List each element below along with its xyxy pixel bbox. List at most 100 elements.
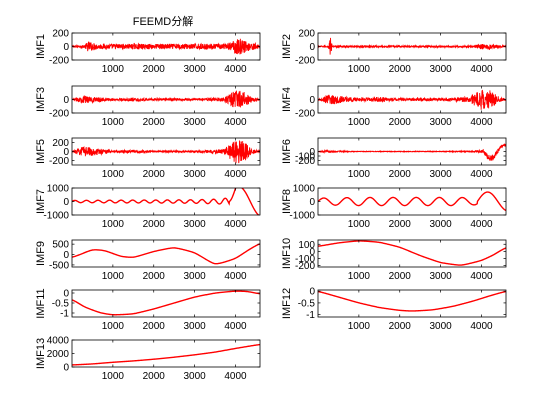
x-tick-label: 1000: [348, 64, 371, 75]
y-axis-label: IMF13: [35, 338, 47, 369]
subplot-imf6: 1000 2000 3000 4000 -200-1000 IMF6: [281, 137, 507, 180]
series-line-imf3: [72, 90, 260, 108]
x-tick-label: 1000: [348, 271, 371, 282]
y-tick-label: 1000: [47, 184, 70, 195]
x-tick-label: 4000: [224, 321, 247, 332]
y-tick-label: 0: [63, 250, 69, 261]
y-tick-label: 0: [309, 287, 315, 298]
x-tick-label: 2000: [143, 64, 166, 75]
subplot-imf4: 1000 2000 3000 4000 -200 0 IMF4: [281, 85, 507, 128]
subplot-imf12: 1000 2000 3000 4000 -1-0.50 IMF12: [281, 287, 507, 332]
x-tick-label: 1000: [102, 169, 125, 180]
x-tick-label: 2000: [389, 219, 412, 230]
x-tick-label: 4000: [224, 169, 247, 180]
y-tick-label: 200: [52, 138, 69, 149]
x-tick-label: 2000: [389, 64, 412, 75]
y-axis-label: IMF4: [281, 87, 293, 112]
y-axis-label: IMF8: [281, 189, 293, 214]
y-tick-label: 100: [298, 240, 315, 251]
y-axis-label: IMF1: [35, 34, 47, 59]
axes-box: [317, 289, 507, 318]
series-line-imf10: [318, 240, 506, 266]
x-tick-label: 3000: [183, 321, 206, 332]
y-tick-label: 0: [63, 95, 69, 106]
y-tick-label: 0: [309, 95, 315, 106]
x-tick-label: 3000: [429, 64, 452, 75]
y-axis-label: IMF3: [35, 87, 47, 112]
x-tick-label: 1000: [348, 117, 371, 128]
y-tick-label: -0.5: [298, 298, 316, 309]
x-tick-label: 3000: [183, 219, 206, 230]
subplot-imf2: 1000 2000 3000 4000 -200 0 200 IMF2: [281, 29, 507, 75]
x-tick-label: 1000: [102, 117, 125, 128]
y-tick-label: -1: [306, 310, 315, 321]
y-tick-label: -0.5: [52, 299, 70, 310]
y-tick-label: -200: [295, 109, 315, 120]
x-tick-label: 1000: [348, 321, 371, 332]
x-tick-label: 4000: [224, 271, 247, 282]
x-tick-label: 3000: [183, 169, 206, 180]
x-tick-label: 3000: [183, 117, 206, 128]
y-tick-label: 0: [309, 247, 315, 258]
y-axis-label: IMF10: [281, 238, 293, 269]
x-tick-label: 4000: [470, 169, 493, 180]
x-tick-label: 2000: [389, 169, 412, 180]
x-tick-label: 1000: [102, 64, 125, 75]
y-tick-label: -200: [295, 261, 315, 272]
series-line-imf1: [72, 38, 260, 55]
y-tick-label: 0: [63, 363, 69, 374]
y-axis-label: IMF9: [35, 241, 47, 266]
y-axis-label: IMF7: [35, 189, 47, 214]
series-line-imf6: [318, 143, 506, 161]
axes-box: [71, 239, 261, 268]
y-tick-label: 0: [63, 289, 69, 300]
x-tick-label: 1000: [102, 271, 125, 282]
y-tick-label: 0: [63, 147, 69, 158]
x-tick-label: 1000: [348, 219, 371, 230]
y-tick-label: -1: [60, 309, 69, 320]
x-tick-label: 2000: [143, 219, 166, 230]
y-tick-label: 1000: [293, 184, 316, 195]
x-tick-label: 3000: [429, 321, 452, 332]
x-tick-label: 1000: [102, 321, 125, 332]
x-tick-label: 2000: [389, 321, 412, 332]
x-tick-label: 3000: [183, 371, 206, 382]
x-tick-label: 4000: [470, 117, 493, 128]
x-tick-label: 1000: [102, 219, 125, 230]
series-line-imf2: [318, 37, 506, 55]
y-tick-label: 0: [63, 42, 69, 53]
y-tick-label: 0: [309, 147, 315, 158]
x-tick-label: 3000: [429, 169, 452, 180]
y-tick-label: -500: [49, 260, 69, 271]
series-line-imf7: [72, 188, 260, 215]
y-tick-label: 2000: [47, 349, 70, 360]
axes-box: [71, 289, 261, 318]
x-tick-label: 4000: [470, 321, 493, 332]
series-line-imf12: [318, 290, 506, 312]
y-axis-label: IMF12: [281, 288, 293, 319]
y-tick-label: -200: [49, 156, 69, 167]
x-tick-label: 3000: [183, 271, 206, 282]
y-tick-label: 200: [52, 29, 69, 40]
x-tick-label: 1000: [102, 371, 125, 382]
x-tick-label: 2000: [389, 271, 412, 282]
axes-box: [317, 239, 507, 268]
y-tick-label: -100: [295, 152, 315, 163]
y-tick-label: -200: [295, 156, 315, 167]
y-tick-label: 4000: [47, 336, 70, 347]
y-axis-label: IMF2: [281, 34, 293, 59]
x-tick-label: 2000: [143, 371, 166, 382]
y-tick-label: -200: [49, 56, 69, 67]
x-tick-label: 2000: [143, 321, 166, 332]
x-tick-label: 2000: [143, 117, 166, 128]
x-tick-label: 1000: [348, 169, 371, 180]
y-tick-label: 0: [309, 42, 315, 53]
subplot-imf11: 1000 2000 3000 4000 -1-0.50 IMF11: [35, 288, 261, 332]
series-line-imf13: [72, 343, 260, 366]
x-tick-label: 4000: [470, 271, 493, 282]
